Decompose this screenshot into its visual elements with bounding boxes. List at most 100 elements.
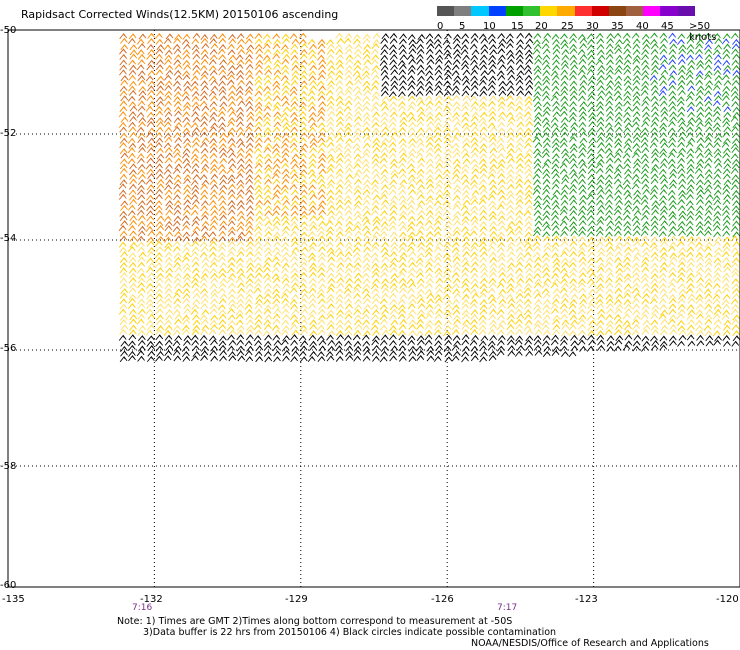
- wind-barb: [190, 251, 199, 258]
- wind-barb: [129, 80, 137, 87]
- wind-barb: [147, 173, 155, 180]
- wind-barb: [307, 101, 316, 108]
- wind-barb: [128, 302, 136, 309]
- wind-barb: [470, 179, 478, 186]
- wind-barb: [686, 313, 695, 320]
- wind-barb: [552, 288, 561, 295]
- wind-barb: [336, 63, 345, 70]
- wind-barb: [335, 313, 344, 320]
- wind-barb: [316, 226, 325, 233]
- wind-barb: [235, 95, 244, 102]
- wind-barb: [444, 157, 452, 164]
- wind-barb: [677, 198, 685, 205]
- wind-barb: [146, 111, 155, 118]
- legend-label: 10: [483, 21, 496, 32]
- wind-barb: [227, 43, 235, 50]
- wind-barb: [237, 287, 245, 294]
- wind-barb: [687, 85, 696, 92]
- wind-barb: [118, 189, 127, 196]
- wind-barb: [695, 74, 704, 81]
- wind-barb: [208, 231, 217, 238]
- wind-barb: [435, 241, 444, 248]
- wind-barb: [559, 141, 568, 148]
- wind-barb: [579, 101, 588, 108]
- wind-barb: [569, 210, 578, 217]
- wind-barb: [245, 63, 254, 70]
- wind-barb: [577, 33, 586, 40]
- wind-barb: [615, 267, 624, 274]
- wind-barb: [578, 106, 587, 113]
- wind-barb: [632, 267, 641, 274]
- wind-barb: [577, 339, 586, 346]
- wind-barb: [525, 38, 534, 45]
- wind-barb: [533, 323, 542, 330]
- wind-barb: [668, 271, 677, 278]
- wind-barb: [533, 235, 541, 242]
- wind-barb: [129, 178, 137, 185]
- wind-barb: [704, 314, 713, 321]
- wind-barb: [579, 241, 587, 249]
- wind-barb: [650, 215, 659, 222]
- wind-barb: [191, 246, 200, 253]
- wind-barb: [622, 179, 631, 186]
- wind-barb: [614, 329, 622, 336]
- wind-barb: [596, 43, 605, 50]
- wind-barb: [308, 205, 317, 212]
- wind-barb: [470, 256, 479, 263]
- wind-barb: [174, 85, 182, 92]
- wind-barb: [200, 80, 208, 87]
- wind-barb: [677, 319, 685, 326]
- wind-barb: [146, 64, 155, 71]
- wind-barb: [552, 91, 560, 98]
- wind-barb: [569, 314, 578, 321]
- wind-barb: [425, 111, 434, 118]
- wind-barb: [424, 251, 433, 258]
- wind-barb: [651, 304, 660, 311]
- wind-barb: [362, 225, 370, 232]
- wind-barb: [660, 205, 668, 212]
- wind-barb: [417, 33, 426, 40]
- wind-barb: [451, 136, 460, 143]
- wind-barb: [506, 266, 515, 273]
- wind-barb: [523, 287, 532, 294]
- wind-barb: [137, 339, 146, 346]
- wind-barb: [561, 174, 570, 181]
- wind-barb: [478, 116, 487, 123]
- wind-barb: [389, 200, 397, 207]
- wind-barb: [469, 195, 478, 202]
- wind-barb: [696, 38, 704, 45]
- wind-barb: [569, 111, 577, 118]
- wind-barb: [730, 153, 739, 160]
- wind-barb: [722, 205, 730, 212]
- legend-label: 0: [437, 21, 444, 32]
- wind-barb: [462, 158, 471, 165]
- legend-label: 35: [611, 21, 624, 32]
- wind-barb: [470, 313, 479, 320]
- wind-barb: [345, 345, 354, 352]
- wind-barb: [182, 273, 191, 280]
- wind-barb: [471, 126, 479, 133]
- wind-barb: [390, 195, 399, 202]
- wind-barb: [498, 85, 506, 92]
- wind-barb: [173, 303, 182, 310]
- wind-barb: [290, 314, 298, 321]
- lon-label: -126: [431, 594, 454, 605]
- wind-barb: [415, 152, 424, 159]
- wind-barb: [137, 75, 146, 82]
- wind-barb: [362, 319, 370, 326]
- wind-barb: [353, 225, 361, 232]
- wind-barb: [280, 157, 289, 164]
- wind-barb: [462, 231, 471, 238]
- wind-barb: [676, 84, 685, 91]
- wind-barb: [451, 173, 460, 180]
- wind-barb: [345, 85, 353, 92]
- wind-barb: [532, 240, 541, 247]
- wind-barb: [336, 262, 345, 269]
- wind-barb: [426, 75, 435, 82]
- wind-barb: [453, 132, 462, 139]
- wind-barb: [309, 64, 318, 71]
- wind-barb: [624, 53, 633, 60]
- wind-barb: [119, 163, 128, 170]
- wind-barb: [308, 200, 317, 207]
- wind-barb: [155, 69, 164, 76]
